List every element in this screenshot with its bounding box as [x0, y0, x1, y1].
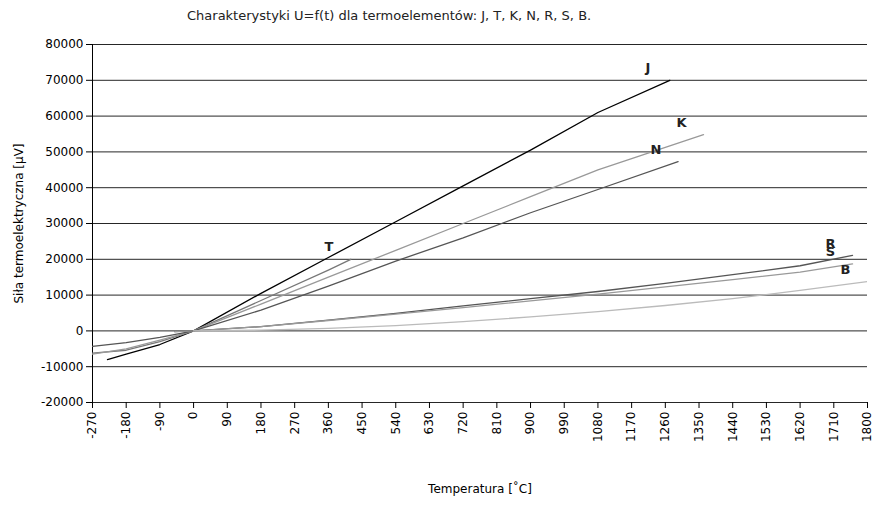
svg-text:0: 0 [76, 324, 84, 338]
svg-text:Siła termoelektryczna [µV]: Siła termoelektryczna [µV] [12, 143, 26, 303]
svg-text:40000: 40000 [45, 181, 83, 195]
svg-text:450: 450 [355, 412, 369, 435]
svg-text:810: 810 [490, 412, 504, 435]
svg-text:720: 720 [456, 412, 470, 435]
svg-text:630: 630 [422, 412, 436, 435]
svg-text:Temperatura [˚C]: Temperatura [˚C] [427, 481, 532, 496]
svg-text:S: S [826, 244, 835, 259]
svg-text:1620: 1620 [793, 412, 807, 443]
svg-text:R: R [825, 235, 836, 251]
svg-text:-20000: -20000 [41, 395, 84, 409]
svg-text:90: 90 [220, 412, 234, 427]
svg-text:1710: 1710 [827, 412, 841, 443]
svg-text:990: 990 [557, 412, 571, 435]
svg-text:0: 0 [186, 412, 200, 420]
html-text:Charakterystyki U=f(t) dla ter: Charakterystyki U=f(t) dla termoelementó… [187, 8, 592, 23]
svg-text:60000: 60000 [45, 109, 83, 123]
svg-text:70000: 70000 [45, 73, 83, 87]
svg-text:J: J [644, 60, 650, 75]
svg-text:1080: 1080 [591, 412, 605, 443]
svg-text:1530: 1530 [759, 412, 773, 443]
svg-text:180: 180 [254, 412, 268, 435]
svg-text:T: T [324, 239, 333, 254]
svg-text:1170: 1170 [624, 412, 638, 443]
svg-text:80000: 80000 [45, 37, 83, 51]
svg-text:-180: -180 [119, 412, 133, 439]
svg-text:-270: -270 [85, 412, 99, 439]
svg-text:270: 270 [288, 412, 302, 435]
svg-text:540: 540 [389, 412, 403, 435]
svg-text:1260: 1260 [658, 412, 672, 443]
svg-text:-10000: -10000 [41, 360, 84, 374]
svg-text:360: 360 [321, 412, 335, 435]
svg-text:-90: -90 [153, 412, 167, 432]
svg-text:30000: 30000 [45, 216, 83, 230]
svg-text:900: 900 [523, 412, 537, 435]
svg-text:1440: 1440 [726, 412, 740, 443]
svg-text:N: N [651, 142, 662, 157]
svg-text:1350: 1350 [692, 412, 706, 443]
svg-text:10000: 10000 [45, 288, 83, 302]
svg-text:B: B [841, 262, 851, 277]
svg-text:20000: 20000 [45, 252, 83, 266]
svg-text:1800: 1800 [860, 412, 874, 443]
svg-text:50000: 50000 [45, 145, 83, 159]
svg-text:K: K [676, 115, 687, 130]
